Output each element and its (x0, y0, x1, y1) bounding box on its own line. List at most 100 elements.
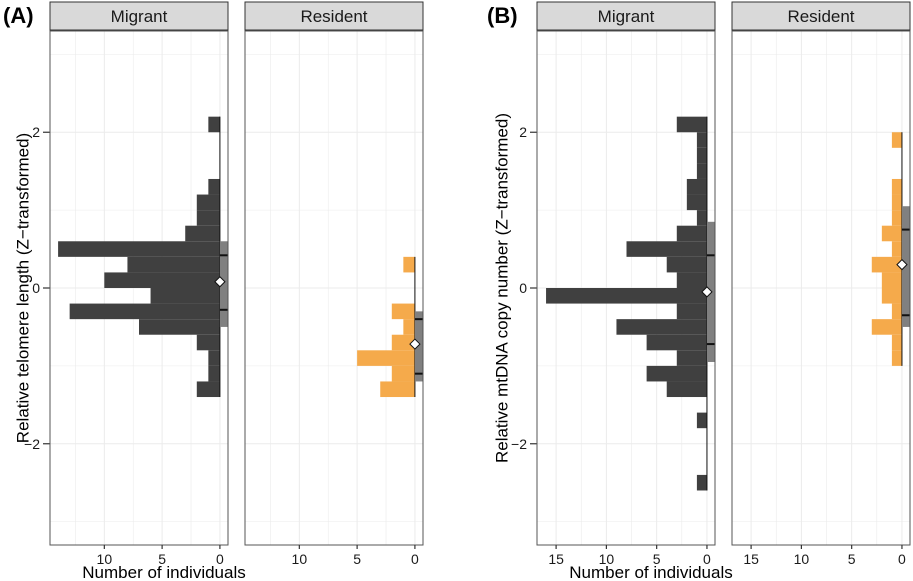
histogram-bar (646, 334, 707, 351)
y-tick-label: 0 (32, 280, 40, 296)
histogram-bar (891, 132, 902, 148)
x-tick-label: 15 (743, 551, 759, 567)
facet-resident: Resident 10 5 0 (244, 1, 424, 567)
panel-a: (A) Relative telomere length (Z−transform… (3, 1, 424, 581)
histogram-bar (104, 272, 220, 288)
histogram-bar (871, 256, 902, 273)
mean-marker (701, 286, 713, 298)
panel-border (731, 30, 911, 546)
histogram-bar (208, 178, 220, 195)
histogram-bar (891, 178, 902, 195)
histogram-bar (208, 365, 220, 382)
panel-label: (A) (3, 3, 34, 28)
panel-border (49, 30, 229, 546)
x-tick-label: 5 (848, 551, 856, 567)
y-tick-label: −2 (511, 436, 527, 452)
histogram-bar (626, 241, 707, 257)
x-axis-title: Number of individuals (82, 563, 245, 581)
panel-b: (B) Relative mtDNA copy number (Z−transfo… (487, 1, 911, 581)
y-tick-label: 0 (519, 280, 527, 296)
histogram-bar (196, 334, 220, 351)
histogram-bar (686, 194, 707, 211)
histogram-bar (139, 319, 220, 335)
x-axis-title: Number of individuals (569, 563, 732, 581)
facet-migrant: Migrant 10 5 0 (49, 1, 229, 567)
histogram-bar (196, 381, 220, 398)
histogram-bar (696, 210, 707, 226)
panel-border (536, 30, 716, 546)
histogram-bar (391, 365, 415, 382)
histogram-bar (616, 319, 707, 335)
facet-strip (731, 1, 911, 31)
histogram-bar (696, 474, 707, 491)
boxplot-box (219, 241, 228, 327)
x-tick-label: 5 (158, 551, 166, 567)
histogram-bar (403, 256, 415, 273)
histogram-bar (546, 288, 707, 304)
panel-border (244, 30, 424, 546)
histogram-bar (891, 334, 902, 351)
x-tick-label: 10 (794, 551, 810, 567)
facet-migrant: Migrant 15 10 5 0 (536, 1, 716, 567)
histogram-bar (208, 116, 220, 133)
x-tick-label: 0 (898, 551, 906, 567)
histogram-bar (676, 225, 707, 242)
histogram-bar (696, 163, 707, 179)
mean-marker (409, 338, 421, 350)
boxplot-box (901, 206, 910, 327)
histogram-bar (127, 256, 220, 273)
histogram-bar (891, 210, 902, 226)
facet-strip (49, 1, 229, 31)
facet-strip-label: Resident (787, 7, 854, 26)
histogram-bar (676, 116, 707, 133)
histogram-bar (208, 350, 220, 366)
facet-resident: Resident 15 10 5 0 (731, 1, 911, 567)
y-axis-title: Relative telomere length (Z−transformed) (13, 133, 32, 443)
histogram-bar (58, 241, 220, 257)
histogram-bar (676, 272, 707, 288)
y-axis-title: Relative mtDNA copy number (Z−transforme… (492, 113, 511, 463)
histogram-bar (891, 241, 902, 257)
histogram-bar (696, 132, 707, 148)
histogram-bar (891, 194, 902, 211)
panel-label: (B) (487, 3, 518, 28)
x-tick-label: 0 (703, 551, 711, 567)
x-tick-label: 5 (653, 551, 661, 567)
y-tick-label: −2 (24, 436, 40, 452)
histogram-bar (666, 256, 707, 273)
histogram-bar (403, 319, 415, 335)
histogram-bar (391, 334, 415, 351)
histogram-bar (686, 178, 707, 195)
histogram-bar (871, 319, 902, 335)
x-tick-label: 0 (411, 551, 419, 567)
mean-marker (896, 258, 908, 271)
x-tick-label: 10 (292, 551, 308, 567)
histogram-bar (881, 272, 902, 288)
histogram-bar (380, 381, 415, 398)
y-tick-label: 2 (519, 124, 527, 140)
histogram-bar (150, 288, 220, 304)
histogram-bar (357, 350, 415, 366)
facet-strip-label: Migrant (598, 7, 655, 26)
histogram-bar (881, 288, 902, 304)
mean-marker (214, 276, 226, 288)
x-tick-label: 0 (216, 551, 224, 567)
x-tick-label: 10 (97, 551, 113, 567)
histogram-bar (391, 303, 415, 320)
facet-strip-label: Migrant (111, 7, 168, 26)
histogram-bar (696, 147, 707, 164)
histogram-bar (185, 225, 220, 242)
facet-strip-label: Resident (300, 7, 367, 26)
histogram-bar (891, 303, 902, 320)
histogram-bar (69, 303, 220, 320)
histogram-bar (881, 225, 902, 242)
boxplot-box (414, 311, 423, 382)
x-tick-label: 10 (599, 551, 615, 567)
facet-strip (536, 1, 716, 31)
histogram-bar (891, 350, 902, 366)
histogram-bar (646, 365, 707, 382)
x-tick-label: 15 (548, 551, 564, 567)
histogram-bar (676, 350, 707, 366)
histogram-bar (196, 210, 220, 226)
